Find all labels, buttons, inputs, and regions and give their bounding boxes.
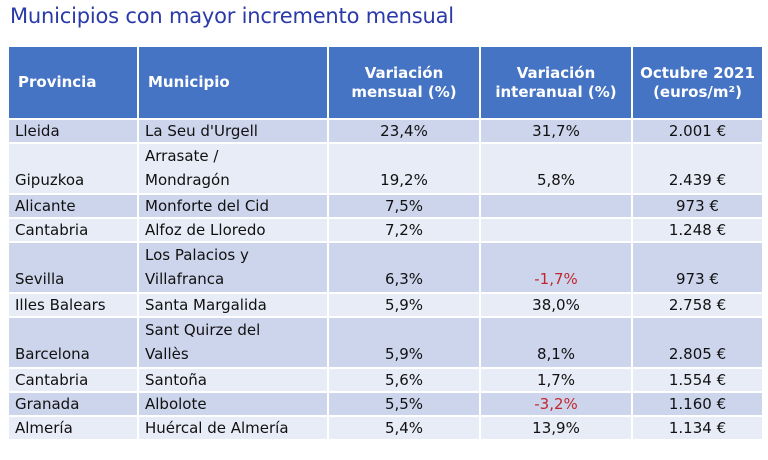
cell-municipio: Santoña (137, 367, 329, 393)
header-variacion-mensual: Variación mensual (%) (327, 45, 481, 120)
cell-variacion-interanual: 38,0% (479, 292, 633, 318)
cell-municipio: Alfoz de Lloredo (137, 217, 329, 243)
cell-provincia: Sevilla (7, 241, 139, 294)
table-row: Lleida La Seu d'Urgell 23,4% 31,7% 2.001… (7, 118, 764, 144)
cell-variacion-mensual: 5,5% (327, 391, 481, 417)
cell-municipio: Los Palacios y Villafranca (137, 241, 329, 294)
cell-variacion-interanual: 13,9% (479, 415, 633, 441)
cell-precio: 2.439 € (631, 142, 764, 195)
cell-precio: 2.805 € (631, 316, 764, 369)
cell-precio: 2.001 € (631, 118, 764, 144)
cell-variacion-interanual: 1,7% (479, 367, 633, 393)
cell-municipio: La Seu d'Urgell (137, 118, 329, 144)
header-variacion-interanual: Variación interanual (%) (479, 45, 633, 120)
cell-precio: 1.248 € (631, 217, 764, 243)
cell-provincia: Granada (7, 391, 139, 417)
table-row: Gipuzkoa Arrasate / Mondragón 19,2% 5,8%… (7, 142, 764, 195)
cell-precio: 1.160 € (631, 391, 764, 417)
header-precio-octubre-2021: Octubre 2021 (euros/m²) (631, 45, 764, 120)
cell-provincia: Gipuzkoa (7, 142, 139, 195)
cell-variacion-interanual (479, 217, 633, 243)
cell-municipio: Arrasate / Mondragón (137, 142, 329, 195)
cell-variacion-mensual: 7,2% (327, 217, 481, 243)
cell-provincia: Lleida (7, 118, 139, 144)
cell-provincia: Illes Balears (7, 292, 139, 318)
cell-variacion-mensual: 5,9% (327, 316, 481, 369)
cell-variacion-interanual: 31,7% (479, 118, 633, 144)
cell-variacion-interanual: 5,8% (479, 142, 633, 195)
cell-variacion-mensual: 6,3% (327, 241, 481, 294)
header-municipio: Municipio (137, 45, 329, 120)
header-provincia: Provincia (7, 45, 139, 120)
cell-precio: 2.758 € (631, 292, 764, 318)
cell-municipio: Sant Quirze del Vallès (137, 316, 329, 369)
cell-precio: 1.134 € (631, 415, 764, 441)
cell-variacion-mensual: 5,4% (327, 415, 481, 441)
cell-variacion-mensual: 19,2% (327, 142, 481, 195)
municipios-table: Provincia Municipio Variación mensual (%… (7, 45, 764, 441)
cell-precio: 973 € (631, 193, 764, 219)
table-row: Granada Albolote 5,5% -3,2% 1.160 € (7, 391, 764, 417)
cell-municipio: Albolote (137, 391, 329, 417)
cell-municipio: Santa Margalida (137, 292, 329, 318)
page-title: Municipios con mayor incremento mensual (10, 4, 454, 28)
cell-provincia: Cantabria (7, 217, 139, 243)
table-row: Illes Balears Santa Margalida 5,9% 38,0%… (7, 292, 764, 318)
cell-municipio: Monforte del Cid (137, 193, 329, 219)
cell-variacion-interanual (479, 193, 633, 219)
cell-municipio: Huércal de Almería (137, 415, 329, 441)
cell-precio: 973 € (631, 241, 764, 294)
table-row: Cantabria Alfoz de Lloredo 7,2% 1.248 € (7, 217, 764, 243)
cell-variacion-interanual: -3,2% (479, 391, 633, 417)
cell-variacion-interanual: -1,7% (479, 241, 633, 294)
table-header-row: Provincia Municipio Variación mensual (%… (7, 45, 764, 120)
cell-variacion-mensual: 5,6% (327, 367, 481, 393)
cell-variacion-interanual: 8,1% (479, 316, 633, 369)
table-row: Sevilla Los Palacios y Villafranca 6,3% … (7, 241, 764, 294)
cell-provincia: Alicante (7, 193, 139, 219)
cell-variacion-mensual: 5,9% (327, 292, 481, 318)
cell-provincia: Almería (7, 415, 139, 441)
cell-provincia: Cantabria (7, 367, 139, 393)
cell-precio: 1.554 € (631, 367, 764, 393)
cell-variacion-mensual: 7,5% (327, 193, 481, 219)
cell-provincia: Barcelona (7, 316, 139, 369)
table-row: Barcelona Sant Quirze del Vallès 5,9% 8,… (7, 316, 764, 369)
table-row: Cantabria Santoña 5,6% 1,7% 1.554 € (7, 367, 764, 393)
table-row: Alicante Monforte del Cid 7,5% 973 € (7, 193, 764, 219)
cell-variacion-mensual: 23,4% (327, 118, 481, 144)
table-row: Almería Huércal de Almería 5,4% 13,9% 1.… (7, 415, 764, 441)
